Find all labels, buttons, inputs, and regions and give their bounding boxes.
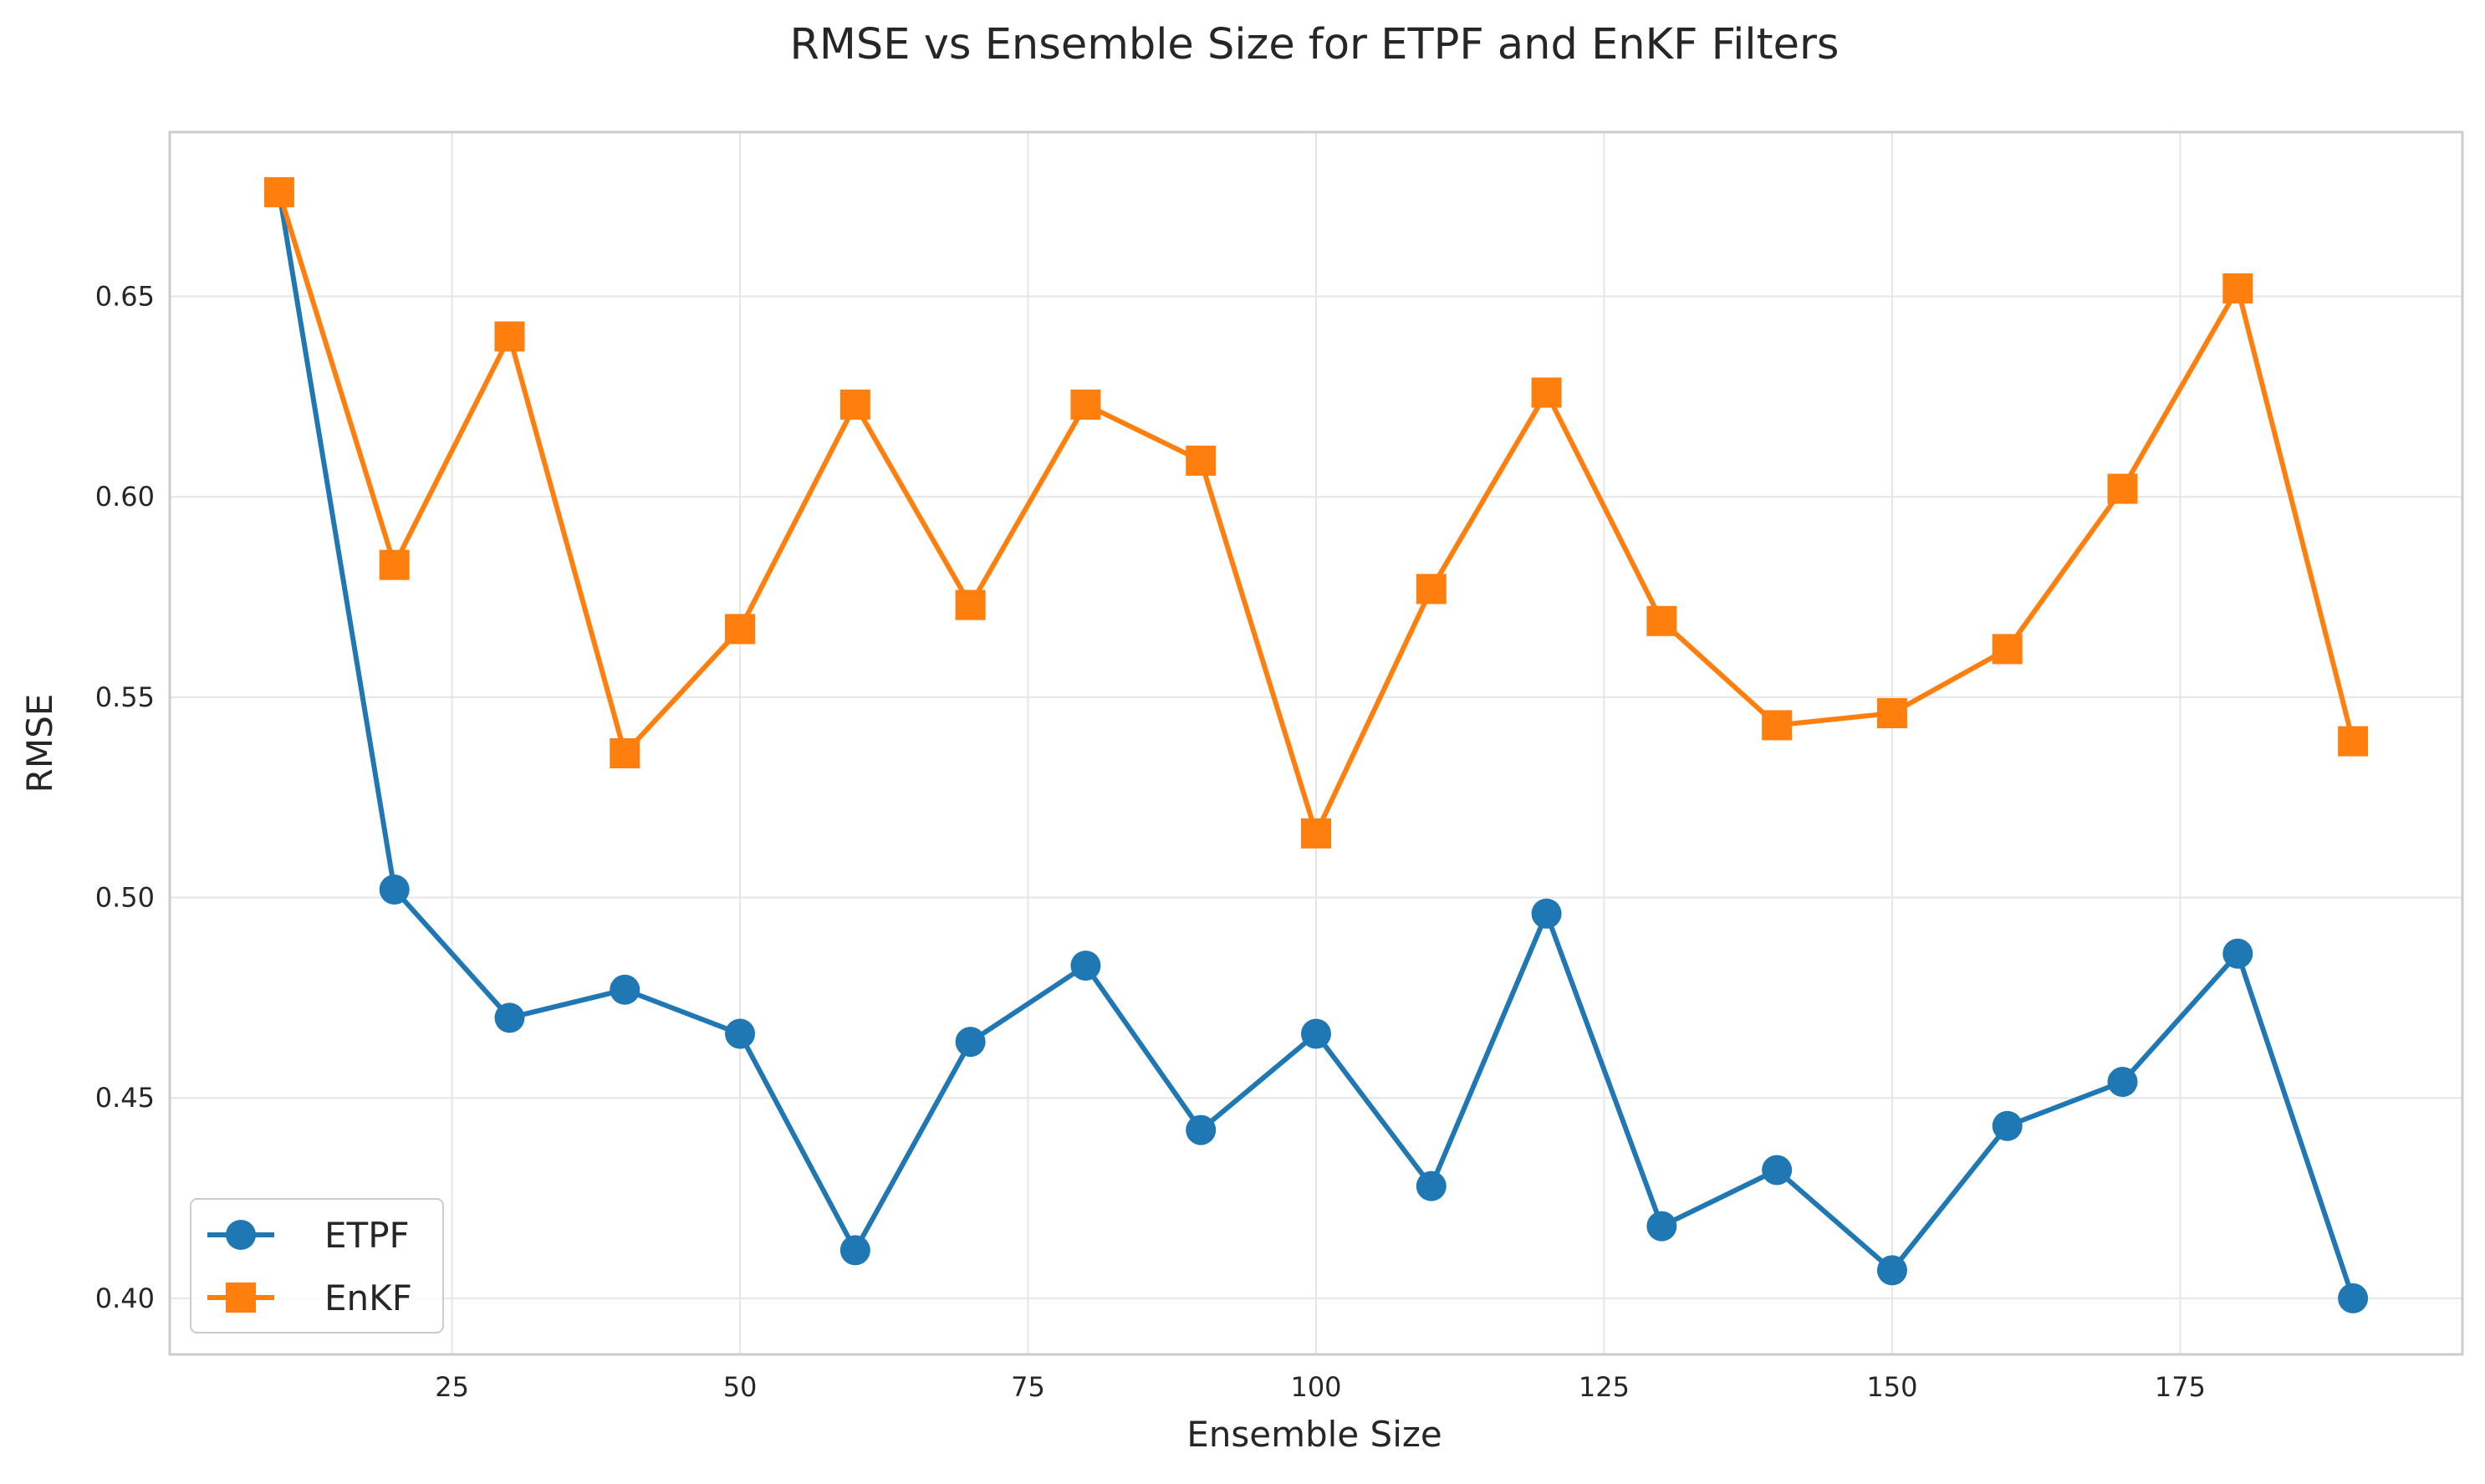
data-point <box>1646 1211 1677 1242</box>
legend-label-enkf: EnKF <box>324 1277 412 1318</box>
data-point <box>610 737 640 768</box>
data-point <box>1762 1155 1793 1186</box>
x-tick-label: 50 <box>723 1371 758 1403</box>
data-point <box>1531 898 1562 929</box>
axis-ticks: 25 50 75 100 125 150 175 0.40 0.45 0.50 0.55 0.60 0.… <box>95 281 2206 1403</box>
data-point <box>2338 726 2369 757</box>
data-point <box>379 549 410 580</box>
data-point <box>1762 710 1793 741</box>
legend-label-etpf: ETPF <box>324 1215 410 1256</box>
data-point <box>1070 951 1101 982</box>
legend: ETPF EnKF <box>190 1198 444 1334</box>
data-point <box>2107 473 2138 504</box>
series-enkf <box>263 176 2369 849</box>
y-axis-label: RMSE <box>19 694 60 793</box>
data-point <box>1186 446 1217 477</box>
data-point <box>379 874 410 905</box>
x-tick-label: 100 <box>1290 1371 1341 1403</box>
y-tick-label: 0.55 <box>95 681 155 713</box>
x-tick-label: 25 <box>435 1371 469 1403</box>
data-point <box>1416 1170 1447 1201</box>
data-point <box>839 389 870 420</box>
x-axis-label: Ensemble Size <box>1186 1414 1442 1455</box>
y-tick-label: 0.60 <box>95 481 155 513</box>
data-point <box>1070 389 1101 420</box>
data-point <box>1301 818 1331 849</box>
data-point <box>1531 377 1562 408</box>
data-point <box>955 589 986 620</box>
x-tick-label: 175 <box>2155 1371 2206 1403</box>
plot-area-frame <box>168 130 2464 1356</box>
data-point <box>2222 273 2253 303</box>
data-point <box>725 1018 756 1049</box>
y-tick-label: 0.40 <box>95 1283 155 1314</box>
data-point <box>725 614 756 645</box>
legend-marker-enkf <box>226 1283 256 1313</box>
data-point <box>263 176 294 207</box>
data-point <box>1876 1255 1907 1286</box>
legend-marker-etpf <box>226 1220 256 1250</box>
x-tick-label: 150 <box>1866 1371 1917 1403</box>
data-point <box>610 974 640 1005</box>
data-point <box>494 1002 525 1033</box>
x-tick-label: 75 <box>1011 1371 1045 1403</box>
data-point <box>1992 634 2023 665</box>
data-point <box>2222 938 2253 969</box>
x-tick-label: 125 <box>1579 1371 1630 1403</box>
data-point <box>1416 574 1447 604</box>
data-point <box>1186 1114 1217 1145</box>
chart-title: RMSE vs Ensemble Size for ETPF and EnKF … <box>789 20 1839 69</box>
data-point <box>839 1235 870 1266</box>
y-tick-label: 0.50 <box>95 882 155 914</box>
y-tick-label: 0.65 <box>95 281 155 313</box>
data-point <box>1876 698 1907 729</box>
series-layer <box>263 176 2369 1313</box>
data-point <box>1646 605 1677 636</box>
data-point <box>955 1027 986 1058</box>
data-point <box>494 321 525 352</box>
grid-lines <box>170 132 2462 1354</box>
data-point <box>1301 1018 1331 1049</box>
series-etpf <box>263 176 2369 1313</box>
data-point <box>2338 1283 2369 1313</box>
data-point <box>1992 1110 2023 1141</box>
y-tick-label: 0.45 <box>95 1082 155 1114</box>
data-point <box>2107 1067 2138 1098</box>
